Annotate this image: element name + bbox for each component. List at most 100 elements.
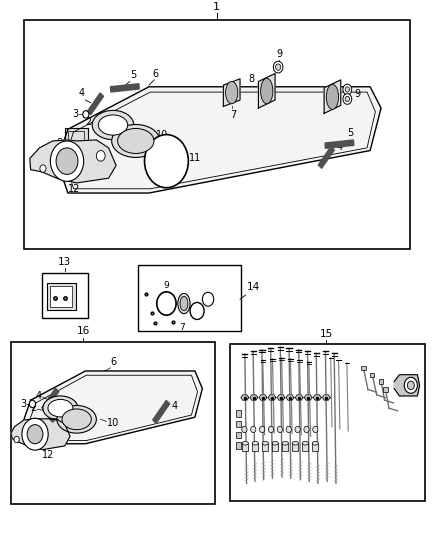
Bar <box>68 154 84 168</box>
Polygon shape <box>295 395 303 400</box>
Circle shape <box>345 87 350 92</box>
Polygon shape <box>304 395 312 400</box>
Circle shape <box>29 400 35 408</box>
Text: 12: 12 <box>68 184 81 194</box>
Ellipse shape <box>62 409 91 430</box>
Text: 9: 9 <box>276 49 282 59</box>
Bar <box>65 151 88 171</box>
Ellipse shape <box>117 128 154 154</box>
Polygon shape <box>259 395 267 400</box>
Ellipse shape <box>226 82 238 104</box>
Bar <box>50 286 72 307</box>
Circle shape <box>145 135 188 188</box>
Text: 9: 9 <box>354 89 360 99</box>
Text: 10: 10 <box>155 130 168 140</box>
Ellipse shape <box>261 78 273 104</box>
Polygon shape <box>318 147 334 168</box>
Ellipse shape <box>302 441 308 445</box>
Ellipse shape <box>98 115 128 135</box>
Ellipse shape <box>48 399 73 417</box>
Circle shape <box>276 64 281 70</box>
Polygon shape <box>394 375 420 396</box>
Ellipse shape <box>326 84 339 109</box>
Text: 16: 16 <box>77 326 90 336</box>
Bar <box>282 443 288 451</box>
Text: 4: 4 <box>78 88 85 99</box>
Text: 11: 11 <box>189 154 201 164</box>
Ellipse shape <box>178 294 190 313</box>
Polygon shape <box>241 395 249 400</box>
Text: 4: 4 <box>336 142 343 151</box>
Polygon shape <box>313 395 321 400</box>
Text: 6: 6 <box>110 357 116 367</box>
Text: 1: 1 <box>213 3 220 12</box>
Circle shape <box>22 418 48 450</box>
Circle shape <box>286 426 291 433</box>
Circle shape <box>277 426 283 433</box>
Bar <box>302 443 308 451</box>
Polygon shape <box>250 395 258 400</box>
Text: 9: 9 <box>163 281 170 290</box>
Ellipse shape <box>312 441 318 445</box>
Circle shape <box>96 150 105 161</box>
Ellipse shape <box>43 396 78 421</box>
Circle shape <box>304 426 309 433</box>
Polygon shape <box>322 395 330 400</box>
Circle shape <box>295 426 300 433</box>
Text: 5: 5 <box>130 70 136 80</box>
Circle shape <box>56 148 78 174</box>
Bar <box>361 366 366 370</box>
Text: 7: 7 <box>179 323 185 332</box>
Bar <box>138 265 241 331</box>
Polygon shape <box>49 399 66 422</box>
Bar <box>236 432 241 438</box>
Circle shape <box>50 141 84 181</box>
Bar <box>68 131 84 144</box>
Bar <box>242 443 248 451</box>
Text: 14: 14 <box>247 282 260 292</box>
Polygon shape <box>258 74 275 108</box>
Bar <box>47 283 76 310</box>
Circle shape <box>313 426 318 433</box>
Text: 15: 15 <box>320 329 333 339</box>
Bar <box>236 442 241 449</box>
Circle shape <box>14 437 19 443</box>
Text: 8: 8 <box>57 138 63 148</box>
Polygon shape <box>110 84 139 92</box>
Polygon shape <box>324 80 341 114</box>
Bar <box>262 443 268 451</box>
Polygon shape <box>42 388 59 411</box>
Bar <box>236 421 241 427</box>
Circle shape <box>268 426 274 433</box>
Text: 3: 3 <box>20 399 26 409</box>
Circle shape <box>407 381 414 390</box>
Bar <box>252 443 258 451</box>
Ellipse shape <box>92 110 134 140</box>
Circle shape <box>343 94 352 104</box>
Text: 8: 8 <box>248 74 254 84</box>
Polygon shape <box>23 371 202 444</box>
Polygon shape <box>223 79 240 107</box>
Bar <box>379 379 383 384</box>
Circle shape <box>242 426 247 433</box>
Polygon shape <box>11 419 70 450</box>
Ellipse shape <box>292 441 298 445</box>
Bar <box>65 128 88 148</box>
Bar <box>24 20 410 249</box>
Bar <box>370 373 374 377</box>
Text: 4: 4 <box>36 391 42 401</box>
Text: 4: 4 <box>172 400 178 410</box>
Bar <box>236 410 241 417</box>
Polygon shape <box>268 395 276 400</box>
Ellipse shape <box>252 441 258 445</box>
Bar <box>11 342 215 504</box>
Text: 2: 2 <box>85 117 91 127</box>
Circle shape <box>343 84 352 95</box>
Polygon shape <box>30 140 116 183</box>
Polygon shape <box>153 400 170 423</box>
Ellipse shape <box>112 125 160 157</box>
Ellipse shape <box>282 441 288 445</box>
Bar <box>272 443 279 451</box>
Circle shape <box>40 165 46 172</box>
Circle shape <box>251 426 256 433</box>
